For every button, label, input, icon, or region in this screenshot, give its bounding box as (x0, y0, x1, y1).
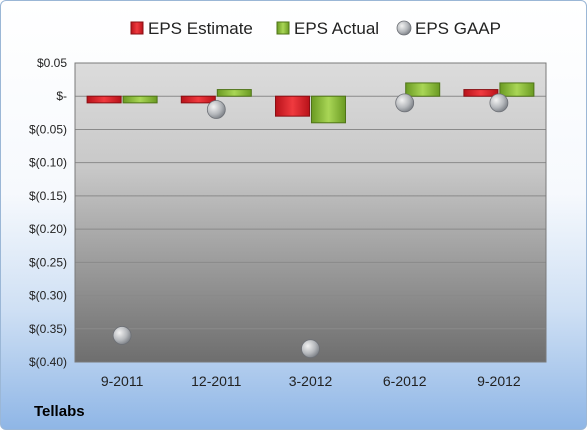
y-tick-label: $(0.05) (29, 122, 67, 136)
y-tick-label: $(0.10) (29, 156, 67, 170)
point-eps-gaap (395, 93, 415, 113)
bar-eps-actual (311, 95, 346, 124)
plot-area (75, 63, 546, 362)
point-eps-gaap (206, 100, 226, 119)
legend-label: EPS GAAP (415, 19, 501, 38)
x-tick-label: 6-2012 (383, 373, 427, 389)
point-eps-gaap (112, 326, 132, 345)
y-tick-label: $(0.15) (29, 189, 67, 203)
x-tick-label: 12-2011 (191, 373, 242, 389)
x-tick-label: 3-2012 (289, 373, 333, 389)
bar-eps-actual (499, 82, 535, 97)
legend-swatch (130, 21, 144, 35)
legend-swatch (396, 20, 412, 36)
y-tick-label: $(0.35) (29, 322, 67, 336)
point-eps-gaap (489, 93, 509, 113)
y-tick-label: $(0.20) (29, 222, 67, 236)
y-tick-label: $(0.30) (29, 289, 67, 303)
company-name: Tellabs (34, 403, 85, 420)
x-tick-label: 9-2011 (101, 373, 144, 389)
legend-swatch (276, 21, 290, 35)
point-eps-gaap (301, 339, 320, 359)
y-tick-label: $- (56, 89, 67, 103)
legend-label: EPS Estimate (148, 19, 253, 38)
y-tick-label: $(0.40) (29, 355, 67, 369)
y-tick-label: $0.05 (37, 56, 67, 70)
bar-eps-actual (216, 89, 252, 97)
x-axis: 9-2011 12-2011 3-2012 6-2012 9-2012 (101, 373, 521, 389)
data-marks (86, 82, 535, 359)
bar-eps-actual (405, 82, 441, 97)
y-axis: $0.05 $- $(0.05) $(0.10) $(0.15) $(0.20) $(0.2… (29, 56, 67, 369)
bar-eps-actual (122, 95, 158, 104)
bar-eps-estimate (463, 89, 499, 97)
bar-eps-estimate (180, 95, 216, 104)
legend-label: EPS Actual (294, 19, 379, 38)
bar-eps-estimate (275, 95, 310, 117)
bar-eps-estimate (86, 95, 122, 104)
plot-border (74, 62, 547, 363)
x-tick-label: 9-2012 (477, 373, 521, 389)
y-tick-label: $(0.25) (29, 255, 67, 269)
legend: EPS Estimate EPS Actual EPS GAAP (130, 19, 501, 38)
